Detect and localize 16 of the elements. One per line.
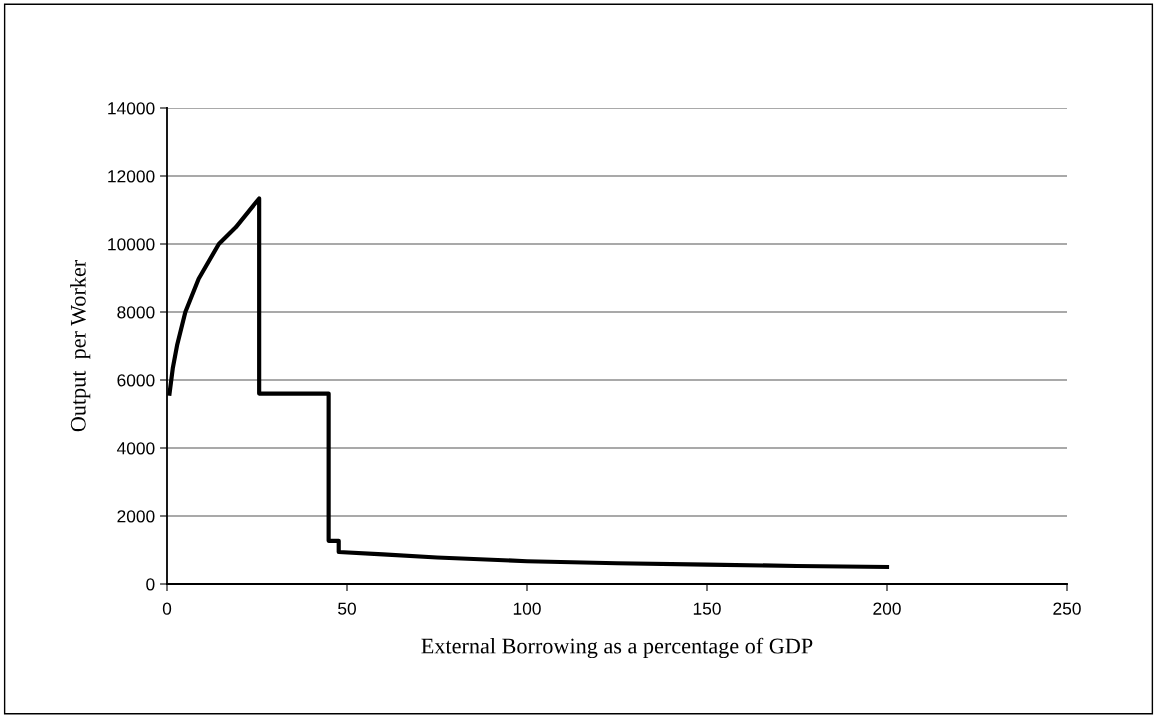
x-tick-label: 100 bbox=[513, 602, 541, 615]
y-tick-label: 4000 bbox=[116, 442, 155, 455]
x-tick-label: 250 bbox=[1053, 602, 1081, 615]
x-tick-label: 50 bbox=[338, 602, 356, 615]
y-axis-title: Output per Worker bbox=[70, 259, 91, 432]
x-axis-title: External Borrowing as a percentage of GDP bbox=[421, 637, 813, 659]
x-tick-label: 150 bbox=[693, 602, 721, 615]
y-tick-label: 8000 bbox=[117, 306, 155, 319]
y-tick-label: 14000 bbox=[108, 102, 155, 115]
y-tick-label: 10000 bbox=[108, 238, 155, 251]
y-tick-label: 12000 bbox=[108, 170, 155, 183]
y-tick-label: 0 bbox=[146, 578, 155, 591]
x-tick-label: 200 bbox=[873, 602, 901, 615]
y-tick-label: 6000 bbox=[117, 374, 155, 387]
x-tick-label: 0 bbox=[162, 602, 172, 615]
y-tick-label: 2000 bbox=[117, 510, 155, 523]
